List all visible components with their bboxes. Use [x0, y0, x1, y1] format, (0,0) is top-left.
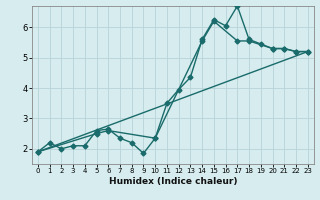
X-axis label: Humidex (Indice chaleur): Humidex (Indice chaleur) [108, 177, 237, 186]
